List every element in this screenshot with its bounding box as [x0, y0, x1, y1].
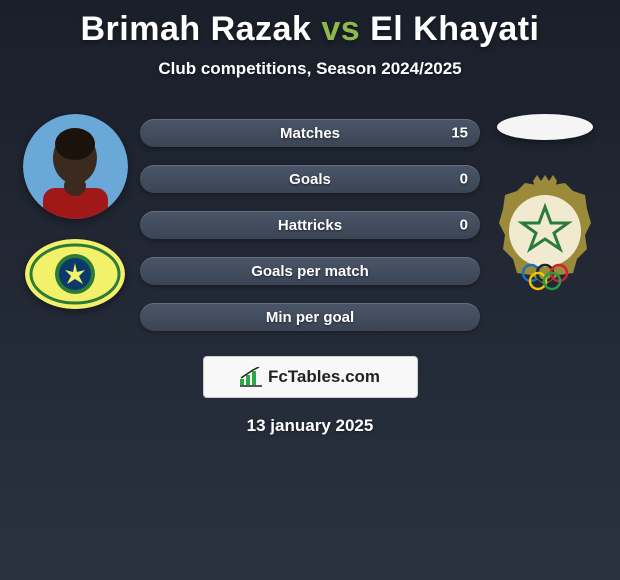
branding-text: FcTables.com [268, 367, 380, 387]
title-player2: El Khayati [370, 10, 539, 48]
left-player-photo [23, 114, 128, 219]
date-label: 13 january 2025 [0, 416, 620, 436]
left-club-badge [25, 239, 125, 309]
stat-right-value: 15 [451, 125, 468, 142]
stat-row-matches: Matches 15 [140, 119, 480, 147]
stat-right-value: 0 [460, 217, 468, 234]
stats-column: Matches 15 Goals 0 Hattricks 0 Goals per… [140, 109, 480, 331]
branding-badge: FcTables.com [203, 356, 418, 398]
comparison-panel: Matches 15 Goals 0 Hattricks 0 Goals per… [0, 109, 620, 331]
title-player1: Brimah Razak [81, 10, 312, 48]
stat-label: Hattricks [278, 217, 342, 234]
stat-label: Goals [289, 171, 331, 188]
right-player-photo [497, 114, 593, 140]
stat-label: Goals per match [251, 263, 369, 280]
stat-right-value: 0 [460, 171, 468, 188]
stat-label: Matches [280, 125, 340, 142]
stat-label: Min per goal [266, 309, 354, 326]
left-player-column [10, 109, 140, 309]
stat-row-goals-per-match: Goals per match [140, 257, 480, 285]
title-vs: vs [321, 10, 360, 48]
bar-chart-icon [240, 367, 262, 387]
page-title: Brimah Razak vs El Khayati [0, 0, 620, 49]
right-club-badge [495, 175, 595, 305]
subtitle: Club competitions, Season 2024/2025 [0, 59, 620, 79]
stat-row-min-per-goal: Min per goal [140, 303, 480, 331]
stat-row-goals: Goals 0 [140, 165, 480, 193]
stat-row-hattricks: Hattricks 0 [140, 211, 480, 239]
right-player-column [480, 109, 610, 305]
